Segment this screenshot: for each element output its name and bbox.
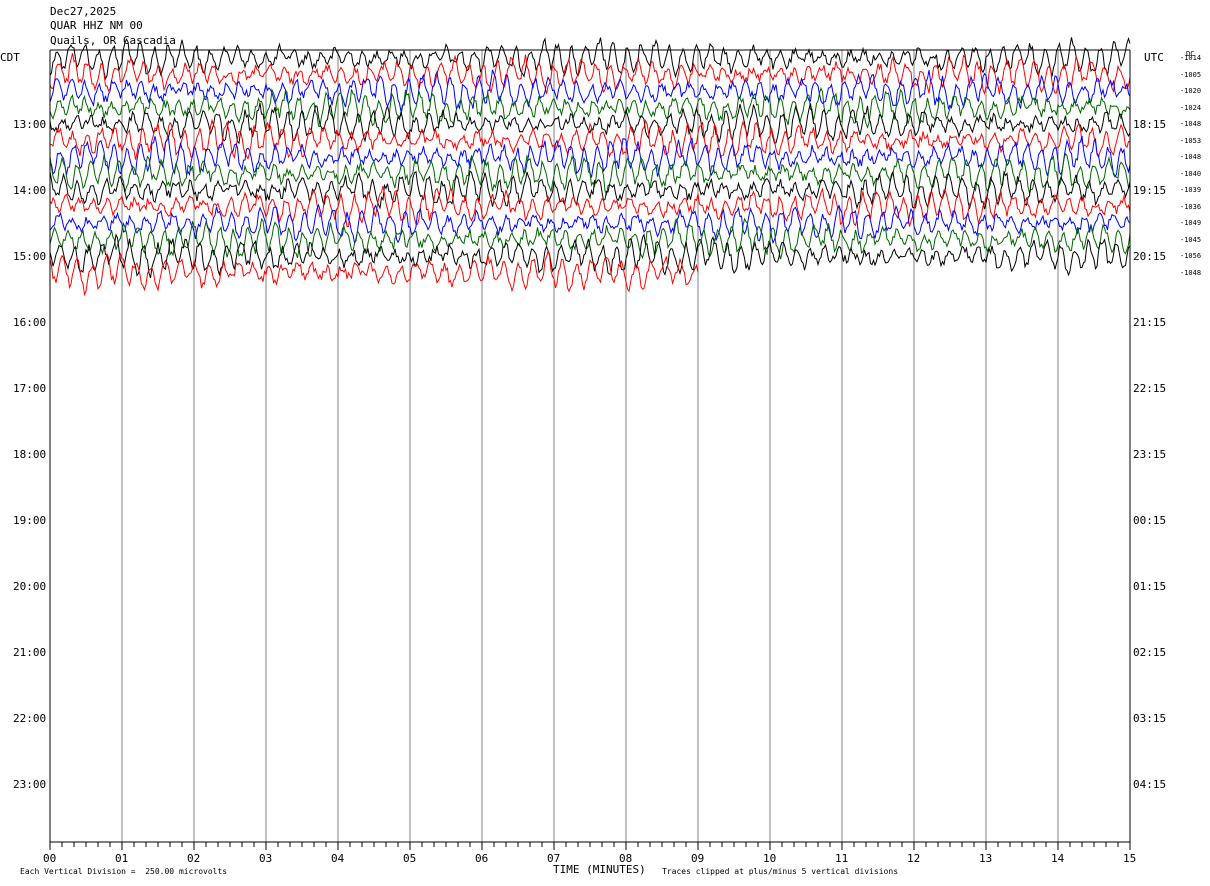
x-axis-title: TIME (MINUTES)	[553, 863, 646, 876]
left-hour-label: 22:00	[13, 712, 47, 725]
x-tick-label: 10	[763, 852, 777, 865]
dc-offset-label: -1048	[1180, 268, 1202, 277]
trace-line	[49, 87, 1131, 129]
x-tick-label: 11	[835, 852, 849, 865]
right-hour-label: 04:15	[1133, 778, 1167, 791]
left-hour-label: 18:00	[13, 448, 47, 461]
x-tick-label: 13	[979, 852, 993, 865]
dc-offset-label: -1005	[1180, 70, 1202, 79]
x-tick-label: 15	[1123, 852, 1137, 865]
dc-offset-label: -1049	[1180, 219, 1202, 227]
scale-note: Each Vertical Division = 250.00 microvol…	[20, 867, 228, 876]
clip-note: Traces clipped at plus/minus 5 vertical …	[662, 867, 899, 876]
dc-offset-label: -1024	[1180, 103, 1202, 112]
dc-offset-label: -1036	[1180, 202, 1202, 211]
right-hour-label: 00:15	[1133, 514, 1167, 527]
trace-line	[49, 185, 1131, 227]
dc-offset-label: -1014	[1180, 54, 1202, 62]
trace-line	[49, 217, 1131, 260]
seismic-traces	[49, 36, 1131, 297]
x-tick-label: 06	[475, 852, 489, 865]
right-hour-label: 18:15	[1133, 118, 1167, 131]
x-tick-label: 07	[547, 852, 561, 865]
right-hour-label: 22:15	[1133, 382, 1167, 395]
trace-line	[49, 170, 1131, 210]
trace-line	[49, 233, 1131, 279]
dc-offset-label: -1048	[1180, 153, 1202, 161]
trace-line	[49, 36, 1131, 81]
right-timezone: UTC	[1144, 51, 1164, 64]
right-hour-label: 03:15	[1133, 712, 1167, 725]
trace-line	[49, 135, 1131, 178]
dc-header: DC	[1186, 50, 1195, 58]
dc-offset-label: -1040	[1180, 169, 1202, 178]
trace-line	[49, 53, 1131, 96]
trace-line	[49, 203, 1131, 245]
dc-offset-label: -1045	[1180, 235, 1202, 244]
left-hour-label: 23:00	[13, 778, 47, 791]
minute-grid-lines	[121, 50, 1059, 842]
left-hour-label: 14:00	[13, 184, 47, 197]
dc-offset-label: -1056	[1180, 252, 1202, 260]
right-hour-label: 21:15	[1133, 316, 1167, 329]
right-hour-label: 20:15	[1133, 250, 1167, 263]
x-tick-label: 08	[619, 852, 633, 865]
x-tick-label: 00	[43, 852, 57, 865]
left-hour-label: 17:00	[13, 382, 47, 395]
right-hour-label: 19:15	[1133, 184, 1167, 197]
x-tick-label: 12	[907, 852, 921, 865]
x-tick-label: 14	[1051, 852, 1065, 865]
left-hour-label: 13:00	[13, 118, 47, 131]
right-hour-label: 01:15	[1133, 580, 1167, 593]
x-tick-label: 02	[187, 852, 201, 865]
left-hour-label: 19:00	[13, 514, 47, 527]
right-hour-label: 02:15	[1133, 646, 1167, 659]
time-axis	[49, 49, 1131, 850]
dc-offset-label: -1048	[1180, 120, 1202, 128]
x-tick-label: 04	[331, 852, 345, 865]
left-hour-label: 21:00	[13, 646, 47, 659]
x-tick-label: 09	[691, 852, 705, 865]
record-date: Dec27,2025	[50, 5, 117, 18]
station-location: Quails, OR Cascadia	[50, 34, 176, 47]
trace-line	[49, 102, 1131, 145]
x-tick-label: 03	[259, 852, 273, 865]
trace-line	[49, 249, 699, 297]
dc-offset-label: -1053	[1180, 136, 1202, 145]
x-tick-label: 05	[403, 852, 417, 865]
station-code: QUAR HHZ NM 00	[50, 19, 143, 32]
left-hour-label: 16:00	[13, 316, 47, 329]
trace-line	[49, 118, 1131, 161]
dc-offset-label: -1020	[1180, 87, 1202, 95]
trace-line	[49, 152, 1131, 196]
left-hour-label: 20:00	[13, 580, 47, 593]
left-timezone: CDT	[0, 51, 20, 64]
x-tick-label: 01	[115, 852, 129, 865]
right-hour-label: 23:15	[1133, 448, 1167, 461]
trace-line	[49, 69, 1131, 112]
left-hour-label: 15:00	[13, 250, 47, 263]
dc-offset-label: -1039	[1180, 186, 1202, 194]
